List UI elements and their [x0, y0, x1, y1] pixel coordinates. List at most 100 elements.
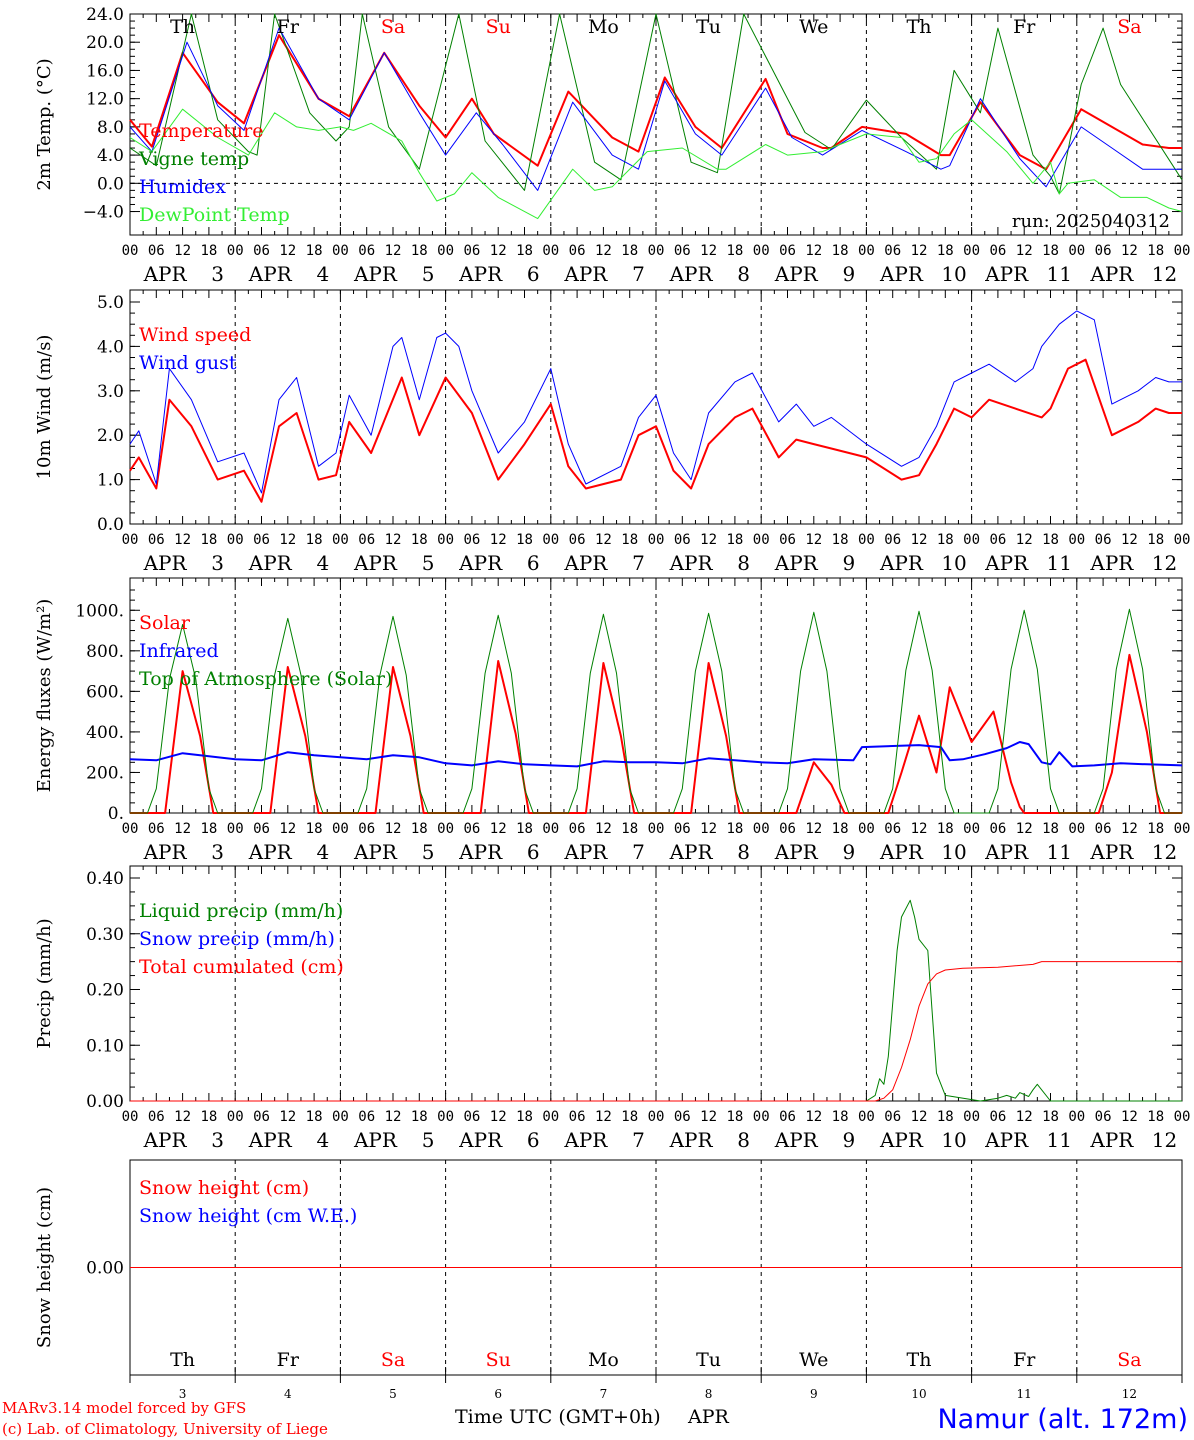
hour-label: 00: [1068, 1109, 1085, 1125]
hour-label: 12: [595, 1109, 612, 1125]
y-tick-label: 1.0: [97, 471, 124, 491]
day-label: Fr: [1013, 1349, 1036, 1371]
day-label: Tu: [696, 1349, 721, 1371]
month-label: APR: [774, 262, 819, 286]
y-axis-label: Precip (mm/h): [34, 918, 55, 1048]
month-label: APR: [353, 840, 398, 864]
month-label: APR: [879, 262, 924, 286]
hour-label: 00: [963, 821, 980, 837]
month-label: APR: [669, 551, 714, 575]
hour-label: 18: [937, 532, 954, 548]
hour-label: 06: [148, 1109, 165, 1125]
hour-label: 00: [963, 1109, 980, 1125]
hour-label: 00: [227, 243, 244, 259]
y-tick-label: 0.10: [86, 1036, 124, 1056]
month-label: APR: [669, 1128, 714, 1152]
hour-label: 00: [437, 821, 454, 837]
panel-5: 0.00 Snow height (cm) Snow height (cm) Snow…: [34, 1159, 1183, 1401]
y-tick-label: 4.0: [97, 337, 124, 357]
hour-label: 18: [832, 532, 849, 548]
hour-label: 12: [385, 243, 402, 259]
hour-label: 18: [1042, 821, 1059, 837]
hour-label: 18: [306, 243, 323, 259]
date-label: 9: [842, 840, 855, 864]
day-label: Sa: [381, 1349, 405, 1371]
day-label: Th: [170, 16, 195, 38]
month-label: APR: [353, 551, 398, 575]
hour-label: 12: [385, 532, 402, 548]
hour-label: 18: [621, 821, 638, 837]
date-label: 11: [1017, 1387, 1032, 1401]
date-label: 5: [389, 1387, 397, 1401]
hour-label: 06: [463, 532, 480, 548]
hour-label: 18: [200, 1109, 217, 1125]
hour-label: 12: [1016, 821, 1033, 837]
hour-label: 12: [595, 243, 612, 259]
legend-liquid-precip-mm-h-: Liquid precip (mm/h): [139, 900, 343, 922]
hour-label: 12: [595, 821, 612, 837]
day-label: Su: [486, 16, 511, 38]
hour-label: 00: [227, 532, 244, 548]
legend-solar: Solar: [139, 612, 191, 634]
legend-infrared: Infrared: [139, 640, 219, 662]
hour-label: 00: [542, 532, 559, 548]
hour-label: 00: [332, 243, 349, 259]
hour-label: 06: [1095, 821, 1112, 837]
hour-label: 06: [569, 821, 586, 837]
hour-label: 00: [858, 532, 875, 548]
hour-label: 00: [332, 1109, 349, 1125]
hour-label: 18: [516, 243, 533, 259]
month-label: APR: [143, 551, 188, 575]
date-label: 7: [632, 840, 645, 864]
y-tick-label: 600.: [86, 682, 124, 702]
hour-label: 12: [174, 243, 191, 259]
date-label: 11: [1047, 840, 1072, 864]
day-label: Tu: [696, 16, 721, 38]
month-label: APR: [774, 551, 819, 575]
date-label: 3: [211, 1128, 224, 1152]
hour-label: 00: [753, 532, 770, 548]
hour-label: 00: [437, 1109, 454, 1125]
legend-humidex: Humidex: [139, 176, 226, 198]
legend-wind-speed: Wind speed: [139, 324, 251, 346]
month-label: APR: [774, 840, 819, 864]
month-label: APR: [248, 1128, 293, 1152]
month-label: APR: [563, 262, 608, 286]
hour-label: 12: [174, 821, 191, 837]
month-label: APR: [353, 262, 398, 286]
hour-label: 06: [358, 821, 375, 837]
hour-label: 12: [490, 1109, 507, 1125]
hour-label: 06: [358, 532, 375, 548]
legend-temperature: Temperature: [139, 120, 263, 142]
hour-label: 12: [700, 821, 717, 837]
hour-label: 12: [490, 532, 507, 548]
month-label: APR: [563, 840, 608, 864]
hour-label: 12: [911, 243, 928, 259]
hour-label: 12: [490, 821, 507, 837]
day-label: Fr: [277, 1349, 300, 1371]
hour-label: 00: [1068, 532, 1085, 548]
hour-label: 06: [1095, 243, 1112, 259]
date-label: 8: [737, 551, 750, 575]
date-label: 8: [737, 840, 750, 864]
date-label: 10: [941, 551, 966, 575]
date-label: 9: [842, 1128, 855, 1152]
hour-label: 18: [621, 243, 638, 259]
hour-label: 00: [542, 243, 559, 259]
series-wind-gust: [129, 310, 1182, 494]
hour-label: 12: [911, 532, 928, 548]
hour-label: 00: [542, 1109, 559, 1125]
hour-label: 00: [753, 243, 770, 259]
hour-label: 12: [279, 1109, 296, 1125]
legend-vigne-temp: Vigne temp: [138, 148, 249, 170]
month-label: APR: [458, 840, 503, 864]
hour-label: 18: [306, 821, 323, 837]
y-tick-label: 1000.: [75, 601, 124, 621]
x-axis-title: Time UTC (GMT+0h): [455, 1406, 661, 1428]
hour-label: 06: [358, 243, 375, 259]
hour-label: 00: [1174, 1109, 1191, 1125]
hour-label: 12: [595, 532, 612, 548]
date-label: 8: [737, 1128, 750, 1152]
month-label: APR: [1089, 262, 1134, 286]
